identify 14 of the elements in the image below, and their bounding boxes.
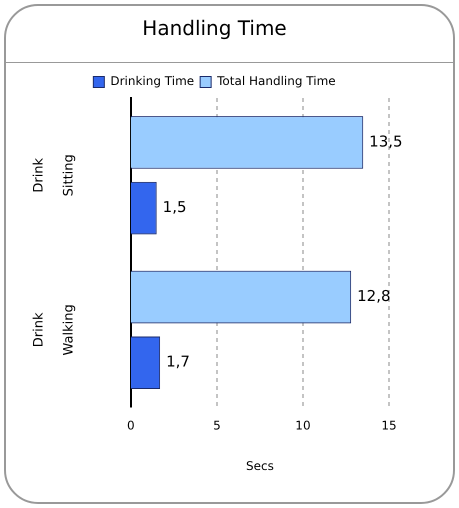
x-tick-label: 5 [213, 418, 221, 433]
x-tick-label: 0 [127, 418, 135, 433]
data-label: 1,7 [166, 352, 190, 371]
x-tick-label: 15 [381, 418, 397, 433]
legend-label: Total Handling Time [216, 74, 336, 88]
x-tick-label: 10 [295, 418, 311, 433]
chart-title: Handling Time [142, 16, 287, 40]
data-label: 1,5 [162, 198, 187, 216]
y-tick-label: Drink Walking [31, 304, 76, 356]
data-label: 12,8 [357, 286, 391, 305]
data-label: 13,5 [369, 132, 403, 150]
legend-label: Drinking Time [110, 74, 194, 88]
x-axis-title: Secs [246, 458, 274, 473]
y-tick-label: Drink Sitting [31, 154, 76, 196]
